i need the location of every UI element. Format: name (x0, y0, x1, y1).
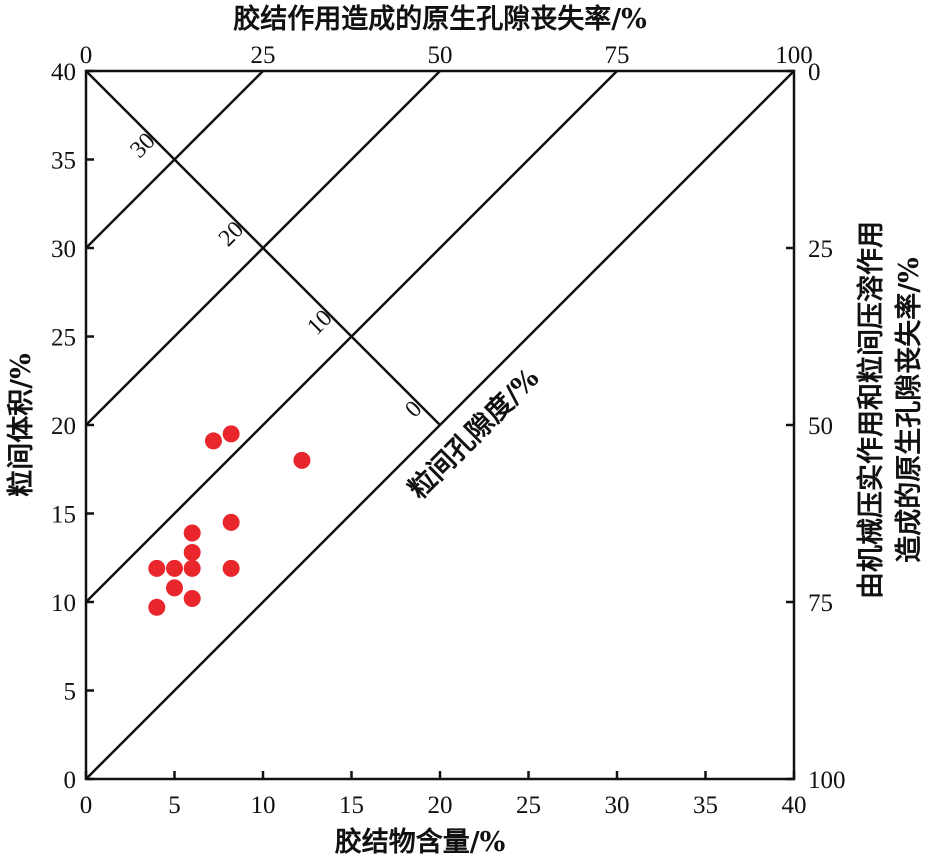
y-tick-label-15: 15 (51, 502, 76, 529)
data-point-10 (166, 579, 183, 597)
data-point-3 (183, 524, 201, 542)
porosity-contour-label-30: 30 (125, 128, 160, 163)
top-tick-label-25: 25 (251, 42, 276, 69)
x-tick-label-15: 15 (339, 792, 364, 819)
y-tick-label-10: 10 (51, 590, 76, 617)
y-tick-label-5: 5 (64, 679, 77, 706)
right-tick-label-25: 25 (808, 236, 833, 263)
x-tick-label-35: 35 (693, 792, 718, 819)
right-tick-label-100: 100 (808, 767, 846, 794)
data-point-6 (148, 559, 166, 577)
right-tick-label-0: 0 (808, 59, 821, 86)
porosity-contour-line (85, 70, 441, 426)
y-tick-label-40: 40 (51, 59, 76, 86)
data-point-12 (148, 598, 166, 616)
data-point-1 (222, 425, 240, 443)
top-tick-label-50: 50 (428, 42, 453, 69)
data-point-11 (183, 589, 201, 607)
y-tick-label-20: 20 (51, 413, 76, 440)
top-tick-label-75: 75 (605, 42, 630, 69)
y-tick-label-30: 30 (51, 236, 76, 263)
data-point-0 (204, 432, 222, 450)
y-tick-label-35: 35 (51, 148, 76, 175)
x-axis-title: 胶结物含量/% (335, 826, 506, 857)
top-axis-title: 胶结作用造成的原生孔隙丧失率/% (233, 3, 647, 35)
data-point-4 (222, 513, 240, 531)
x-tick-label-40: 40 (782, 792, 807, 819)
data-point-2 (293, 451, 311, 469)
axis-ticks (84, 69, 796, 781)
porosity-contour-label-10: 10 (302, 305, 337, 340)
right-tick-label-50: 50 (808, 413, 833, 440)
right-axis-title-line2: 造成的原生孔隙丧失率/% (893, 257, 925, 563)
data-point-8 (183, 559, 201, 577)
x-tick-label-0: 0 (80, 792, 93, 819)
porosity-contour-label-20: 20 (214, 217, 249, 252)
data-point-9 (222, 559, 240, 577)
y-axis-title: 粒间体积/% (6, 353, 37, 497)
x-tick-label-20: 20 (428, 792, 453, 819)
guide-lines (85, 70, 795, 780)
x-tick-label-30: 30 (605, 792, 630, 819)
right-axis-title-line1: 由机械压实作用和粒间压溶作用 (855, 221, 887, 599)
diagonal-porosity-title: 粒间孔隙度/% (402, 362, 545, 505)
data-points (148, 425, 311, 616)
y-tick-label-25: 25 (51, 325, 76, 352)
top-tick-label-100: 100 (775, 42, 813, 69)
x-tick-label-10: 10 (251, 792, 276, 819)
data-point-5 (183, 543, 201, 561)
y-tick-label-0: 0 (64, 767, 77, 794)
x-tick-label-5: 5 (168, 792, 181, 819)
data-point-7 (166, 559, 183, 577)
right-tick-label-75: 75 (808, 590, 833, 617)
top-tick-label-0: 0 (80, 42, 93, 69)
x-tick-label-25: 25 (516, 792, 541, 819)
